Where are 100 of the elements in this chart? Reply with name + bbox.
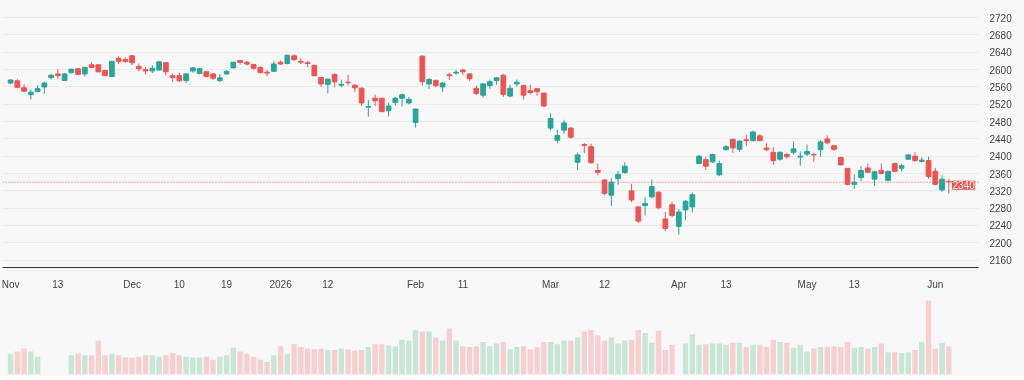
bar [871,347,878,375]
bar [750,344,756,375]
bar [905,352,911,375]
candlestick [588,143,594,165]
bar [426,331,432,375]
y-tick-label: 2520 [989,99,1013,111]
y-tick-label: 2200 [989,237,1013,249]
x-tick-label: 19 [221,278,233,290]
bar [547,341,554,375]
bar [770,339,777,375]
bar [892,352,898,375]
bar [453,340,459,375]
x-tick-label: 13 [848,278,861,290]
bar [419,331,426,375]
bar [946,346,952,375]
bar [784,342,790,375]
x-tick-label: Jun [927,278,944,290]
bar [446,328,453,375]
x-tick-label: Mar [541,278,560,290]
bar [473,346,480,375]
bar [574,337,581,375]
candlestick [615,170,621,186]
bar [635,330,642,375]
candlestick [412,108,419,129]
x-tick-label: May [797,278,817,290]
ref-line-label: 2340 [952,180,976,192]
y-tick-label: 2240 [989,220,1013,232]
bar [109,353,115,375]
bar [736,342,743,375]
candlestick [628,183,635,203]
x-tick-label: Apr [671,278,688,290]
bar [865,348,871,375]
bar [230,347,237,375]
y-tick-label: 2640 [989,47,1013,59]
y-tick-label: 2280 [989,203,1013,215]
bar [82,355,88,375]
bar [365,347,372,375]
y-tick-label: 2400 [989,151,1013,163]
candlestick [426,77,432,90]
candlestick [453,69,459,76]
bar [919,341,925,375]
x-tick-label: 12 [322,278,334,290]
bar [817,347,824,375]
bar [912,350,918,375]
y-tick-label: 2680 [989,29,1013,41]
bar [88,355,95,375]
bar [325,350,331,375]
bar [898,353,905,375]
bar [176,355,183,375]
bar [878,343,884,375]
bar [743,347,750,375]
bar [520,346,527,375]
x-tick-label: Nov [1,278,20,290]
x-tick-label: Feb [406,278,425,290]
candlestick [797,150,804,167]
x-tick-label: 13 [720,278,733,290]
y-tick-label: 2360 [989,168,1013,180]
bar [730,342,736,375]
candlestick [358,86,365,107]
x-tick-label: 11 [457,278,469,290]
candlestick [642,196,648,217]
y-tick-label: 2440 [989,133,1013,145]
bar [385,345,392,375]
bar [277,346,284,375]
y-tick-label: 2600 [989,64,1013,76]
x-tick-label: Dec [123,278,141,290]
candlestick [912,151,918,163]
x-tick-label: 2026 [269,278,293,290]
bar [777,341,783,375]
bar [709,343,716,375]
bar [703,344,709,375]
bar [68,355,75,375]
bar [75,353,81,375]
bar [811,348,817,375]
bar [331,350,338,375]
candlestick [858,165,864,182]
bar [433,337,439,375]
y-tick-label: 2160 [989,255,1013,267]
bar [500,341,507,375]
candlestick [48,73,54,81]
bar [939,342,945,375]
candlestick [608,177,615,207]
candlestick [500,73,507,98]
candlestick [662,211,669,232]
candlestick [675,208,682,236]
y-tick-label: 2320 [989,185,1013,197]
bar [568,340,574,375]
bar [655,330,662,375]
bar [271,355,277,375]
bar [925,300,932,375]
bar [682,343,689,375]
x-tick-label: 10 [173,278,186,290]
bar [628,339,635,375]
bar [439,340,446,375]
bar [885,352,891,375]
bar [790,347,797,375]
y-tick-label: 2720 [989,12,1013,24]
candlestick [804,144,810,157]
x-tick-label: 12 [599,278,611,290]
x-tick-label: 13 [52,278,64,290]
